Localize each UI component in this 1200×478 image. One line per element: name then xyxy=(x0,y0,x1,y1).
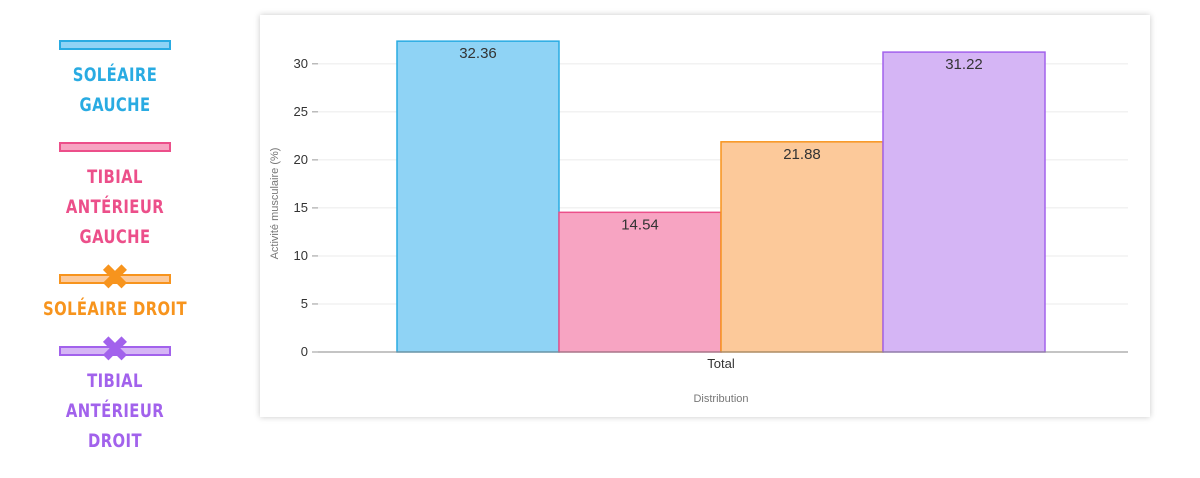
bar-chart: 0 5 10 15 20 25 30 32.36 14.54 21.88 31.22 Total Dis… xyxy=(269,40,1128,405)
hidden-series-x-icon: ✖ xyxy=(99,257,131,299)
y-tick-label: 20 xyxy=(294,152,308,167)
legend-item[interactable]: ✖ TIBIAL ANTÉRIEUR DROIT xyxy=(20,332,210,456)
y-tick-label: 25 xyxy=(294,104,308,119)
legend-label: SOLÉAIRE GAUCHE xyxy=(72,64,158,116)
x-axis-title: Distribution xyxy=(693,393,748,405)
legend-label: TIBIAL ANTÉRIEUR DROIT xyxy=(65,370,165,452)
y-tick-label: 5 xyxy=(301,296,308,311)
legend-swatch xyxy=(59,40,171,50)
bar-value-label: 31.22 xyxy=(945,56,983,73)
bar-value-label: 21.88 xyxy=(783,146,821,163)
legend-item[interactable]: TIBIAL ANTÉRIEUR GAUCHE xyxy=(20,142,210,252)
y-tick-label: 30 xyxy=(294,56,308,71)
legend-swatch: ✖ xyxy=(59,332,171,368)
x-category-label: Total xyxy=(707,356,735,371)
bar xyxy=(558,211,722,353)
y-tick-label: 15 xyxy=(294,200,308,215)
y-tick-label: 0 xyxy=(301,344,308,359)
legend-item[interactable]: SOLÉAIRE GAUCHE xyxy=(20,40,210,120)
bar xyxy=(882,51,1046,353)
bar-value-label: 32.36 xyxy=(459,45,497,62)
chart-card: 0 5 10 15 20 25 30 32.36 14.54 21.88 31.22 Total Dis… xyxy=(260,15,1150,417)
legend-swatch: ✖ xyxy=(59,260,171,296)
hidden-series-x-icon: ✖ xyxy=(99,329,131,371)
legend-label: TIBIAL ANTÉRIEUR GAUCHE xyxy=(65,166,165,248)
legend: SOLÉAIRE GAUCHE TIBIAL ANTÉRIEUR GAUCHE ✖ S… xyxy=(20,40,210,478)
bar-value-label: 14.54 xyxy=(621,216,659,233)
legend-item[interactable]: ✖ SOLÉAIRE DROIT xyxy=(20,260,210,324)
y-tick-label: 10 xyxy=(294,248,308,263)
y-axis-title: Activité musculaire (%) xyxy=(269,148,281,260)
legend-swatch xyxy=(59,142,171,152)
legend-label: SOLÉAIRE DROIT xyxy=(43,298,187,320)
bar xyxy=(720,141,884,353)
bar xyxy=(396,40,560,353)
